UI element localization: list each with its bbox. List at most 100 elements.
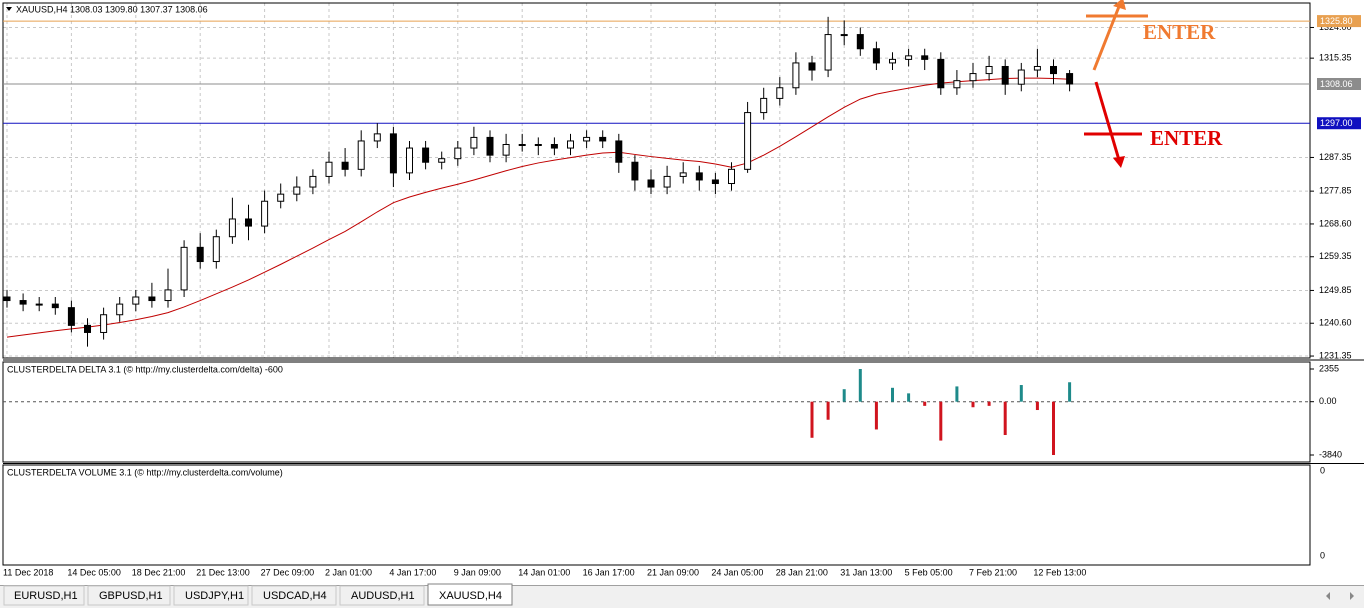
- tab-scroll-left[interactable]: [1326, 592, 1330, 600]
- grid-layer: [3, 3, 1310, 358]
- annotation-down: ENTER: [1084, 81, 1223, 168]
- candle-body: [518, 144, 526, 147]
- candle-body: [744, 112, 752, 170]
- candle-body: [583, 136, 591, 142]
- candle-body: [695, 172, 703, 181]
- tab[interactable]: USDCAD,H4: [251, 585, 337, 606]
- tab-active[interactable]: XAUUSD,H4: [427, 583, 513, 606]
- delta-bar: [1068, 382, 1072, 402]
- x-tick-label: 4 Jan 17:00: [389, 567, 436, 577]
- candle-body: [792, 62, 800, 89]
- candle-body: [3, 296, 11, 302]
- candle-body: [470, 136, 478, 149]
- candle-body: [550, 144, 558, 149]
- tab-label[interactable]: USDJPY,H1: [185, 590, 244, 602]
- delta-bar: [891, 387, 894, 402]
- candle-body: [35, 303, 43, 306]
- x-tick-label: 18 Dec 21:00: [132, 567, 186, 577]
- x-tick-label: 14 Jan 01:00: [518, 567, 570, 577]
- tab-label[interactable]: XAUUSD,H4: [439, 590, 502, 602]
- x-tick-label: 11 Dec 2018: [3, 567, 53, 577]
- volume-title: CLUSTERDELTA VOLUME 3.1 (© http://my.clu…: [7, 467, 283, 477]
- candle-body: [148, 296, 156, 302]
- x-tick-label: 14 Dec 05:00: [67, 567, 121, 577]
- tab[interactable]: AUDUSD,H1: [339, 585, 425, 606]
- annotation-up: ENTER: [1086, 0, 1216, 71]
- annotation-text: ENTER: [1150, 126, 1223, 150]
- candle-body: [840, 34, 848, 37]
- candle-body: [905, 55, 913, 60]
- x-tick-label: 28 Jan 21:00: [776, 567, 828, 577]
- x-tick-label: 12 Feb 13:00: [1033, 567, 1086, 577]
- candle-body: [921, 55, 929, 60]
- candle-body: [599, 136, 607, 142]
- candle-body: [293, 186, 301, 195]
- candle-body: [631, 161, 639, 181]
- delta-bar: [842, 389, 846, 402]
- candle-body: [647, 179, 655, 188]
- tab-label[interactable]: AUDUSD,H1: [351, 590, 415, 602]
- tab[interactable]: USDJPY,H1: [173, 585, 249, 606]
- delta-bar: [923, 401, 927, 406]
- delta-bar: [1003, 401, 1007, 436]
- x-tick-label: 24 Jan 05:00: [711, 567, 763, 577]
- y-tick-label: 1287.35: [1319, 152, 1352, 162]
- delta-bar: [858, 368, 862, 402]
- tab[interactable]: EURUSD,H1: [3, 585, 85, 606]
- candle-body: [937, 58, 945, 89]
- candle-body: [567, 140, 574, 149]
- candle-body: [615, 140, 623, 163]
- candle-body: [1033, 65, 1041, 71]
- price-level-tag: [1317, 15, 1361, 28]
- candle-body: [969, 73, 977, 82]
- candle-body: [84, 324, 91, 333]
- chart-header: XAUUSD,H4 1308.03 1309.80 1307.37 1308.0…: [16, 4, 208, 14]
- candle-body: [357, 140, 365, 170]
- candle-body: [196, 246, 204, 263]
- delta-bar: [810, 401, 814, 438]
- candle-body: [454, 147, 462, 160]
- tab-label[interactable]: GBPUSD,H1: [99, 590, 163, 602]
- candle-body: [132, 296, 140, 305]
- candle-body: [406, 147, 413, 174]
- y-tick-label: 1315.35: [1319, 53, 1352, 63]
- candle-body: [711, 179, 719, 185]
- candle-body: [534, 144, 542, 147]
- candle-body: [1001, 65, 1009, 85]
- candle-body: [212, 236, 220, 263]
- candle-body: [389, 133, 397, 174]
- x-tick-label: 21 Dec 13:00: [196, 567, 250, 577]
- candle-body: [261, 200, 269, 227]
- header-menu-icon[interactable]: [6, 7, 12, 11]
- price-level-label: 1325.80: [1320, 16, 1353, 26]
- x-tick-label: 31 Jan 13:00: [840, 567, 892, 577]
- delta-panel: [2, 361, 1311, 463]
- y-tick-label: 1268.60: [1319, 218, 1352, 228]
- candle-body: [67, 307, 75, 326]
- delta-bar: [971, 401, 975, 408]
- delta-bar: [987, 401, 991, 406]
- candle-body: [325, 161, 333, 177]
- candle-body: [245, 218, 252, 227]
- tab-label[interactable]: EURUSD,H1: [14, 590, 78, 602]
- candle-body: [100, 314, 108, 333]
- candle-body: [438, 158, 446, 163]
- candle-body: [309, 175, 317, 188]
- candle-body: [228, 218, 236, 238]
- tab-scroll-right[interactable]: [1350, 592, 1354, 600]
- candle-body: [985, 65, 993, 75]
- tab-label[interactable]: USDCAD,H4: [263, 590, 327, 602]
- candle-body: [180, 246, 188, 291]
- tab[interactable]: GBPUSD,H1: [87, 585, 171, 606]
- plot-layer: 1324.001315.351287.351277.851268.601259.…: [3, 15, 1361, 577]
- y-tick-label: 2355: [1319, 363, 1339, 373]
- x-tick-label: 5 Feb 05:00: [905, 567, 953, 577]
- delta-bar: [1052, 401, 1055, 456]
- x-tick-label: 2 Jan 01:00: [325, 567, 372, 577]
- x-tick-label: 9 Jan 09:00: [454, 567, 501, 577]
- candle-body: [373, 133, 381, 142]
- delta-bar: [955, 386, 959, 402]
- candle-body: [889, 58, 896, 64]
- y-tick-label: 1231.35: [1319, 350, 1352, 360]
